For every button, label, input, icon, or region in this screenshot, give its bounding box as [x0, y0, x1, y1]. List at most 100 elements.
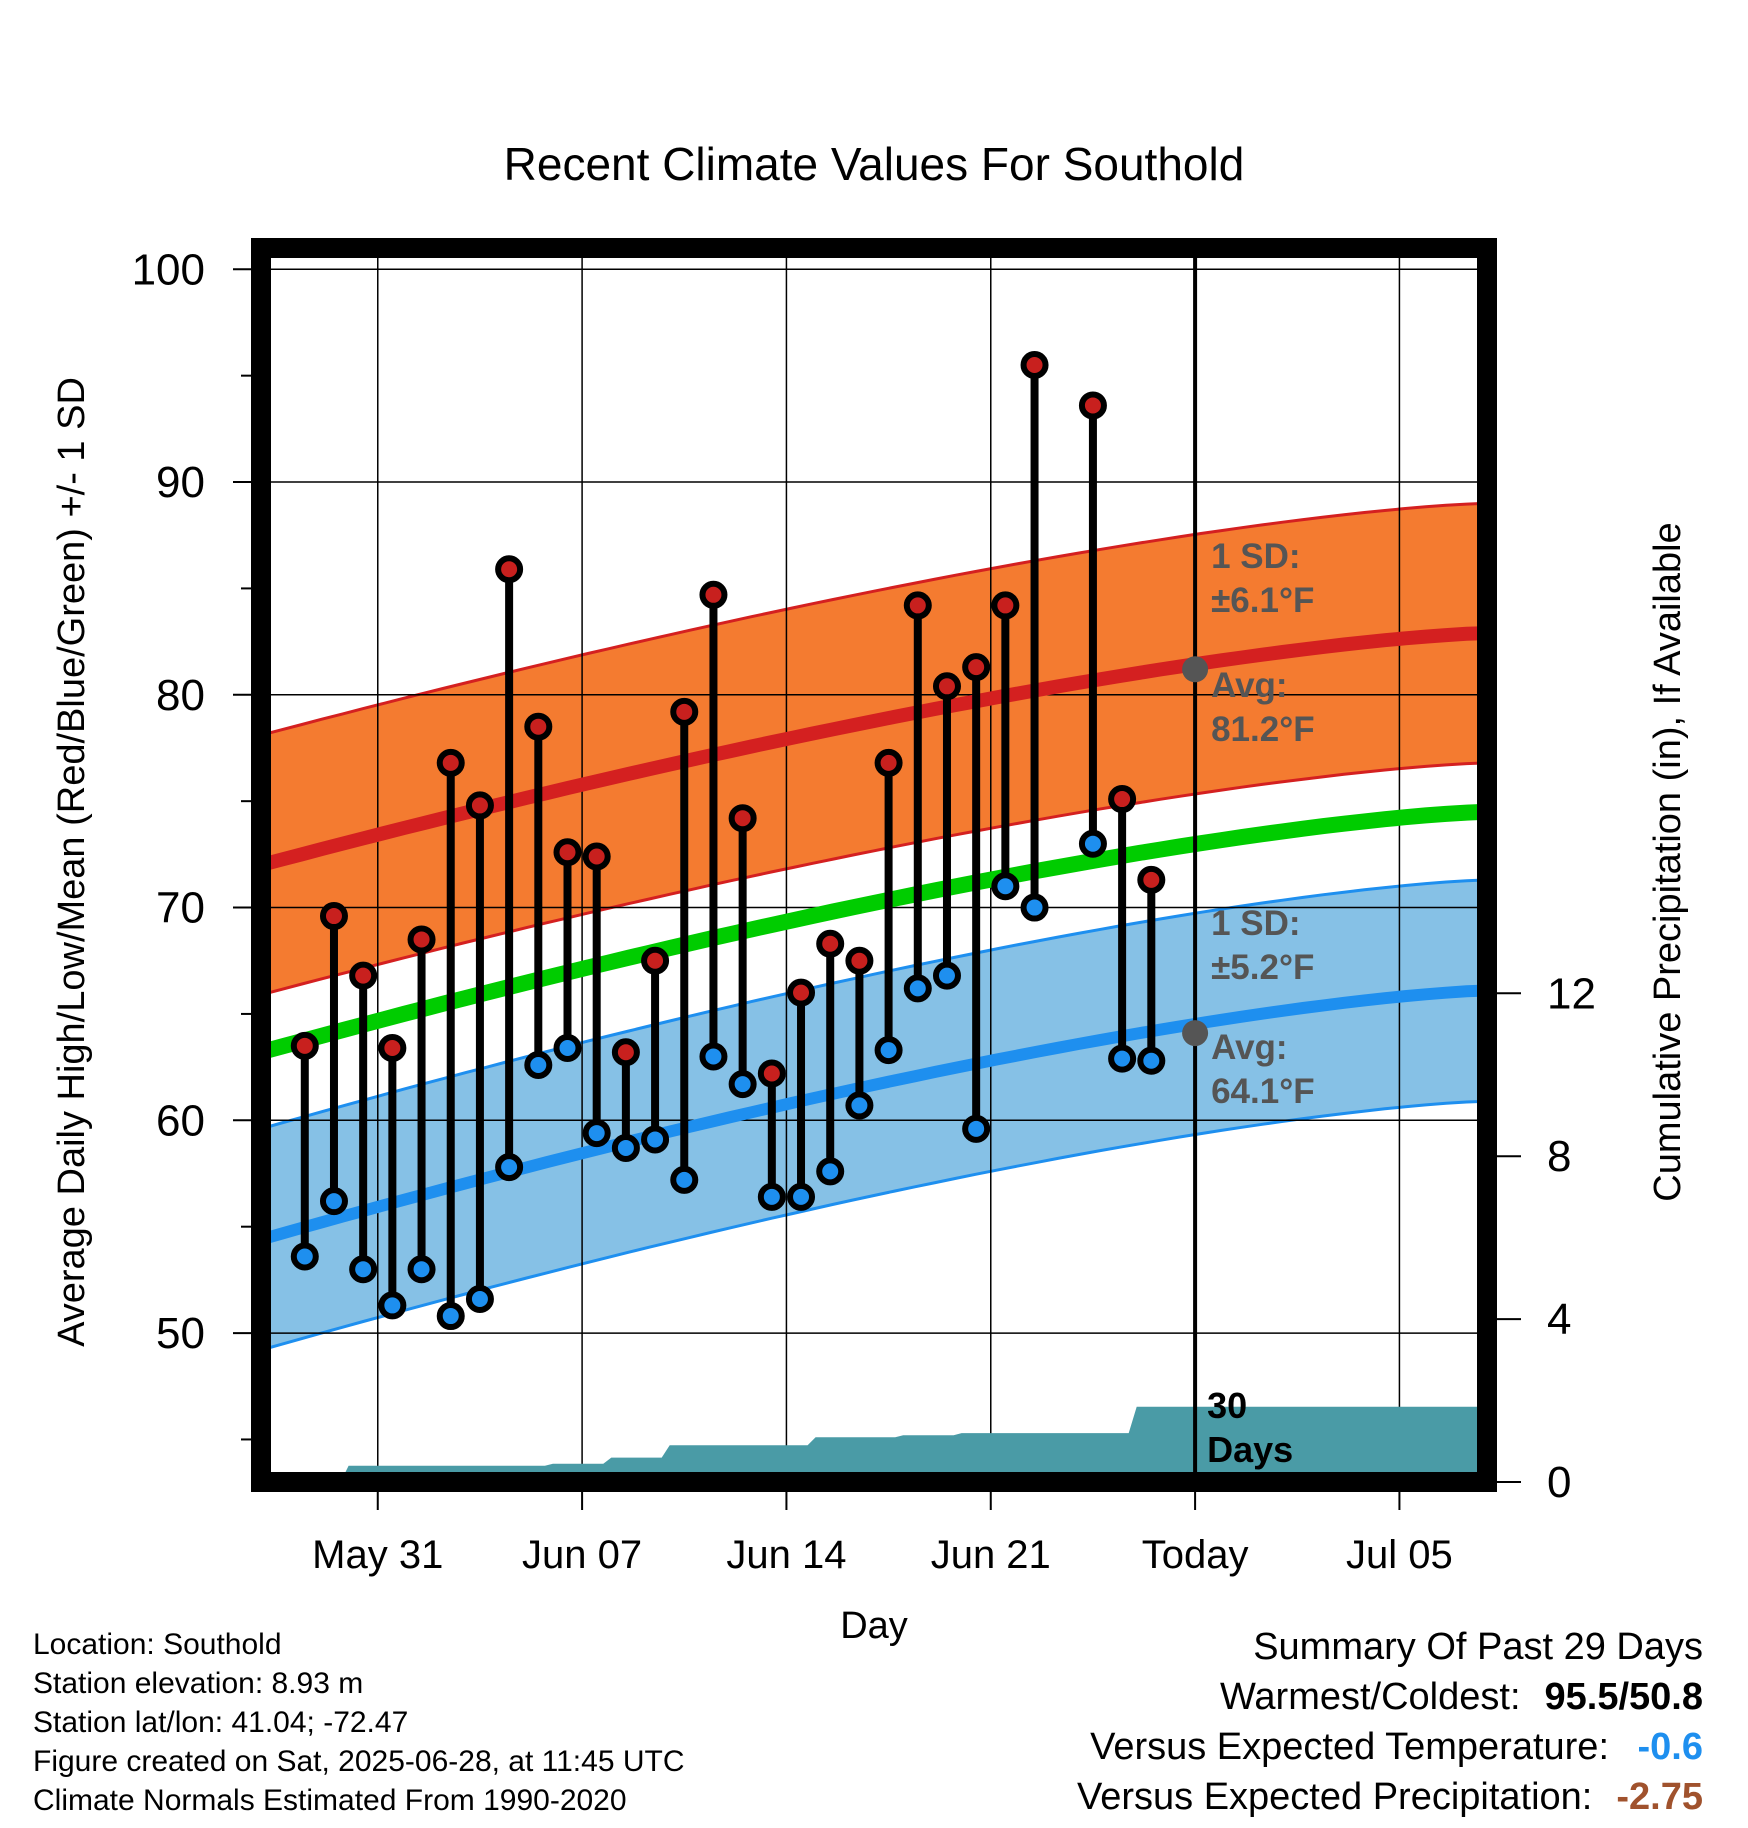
y2-axis-label: Cumulative Precipitation (in), If Availa… — [1647, 522, 1689, 1201]
daily-low-point — [757, 1182, 786, 1211]
summary-title: Summary Of Past 29 Days — [1253, 1626, 1703, 1668]
temp-value: -0.6 — [1637, 1726, 1703, 1768]
daily-high-point — [757, 1059, 786, 1088]
daily-low-point — [962, 1114, 991, 1143]
days-count-label: 30 — [1207, 1385, 1247, 1426]
daily-low-point — [699, 1042, 728, 1071]
y-tick-label: 70 — [156, 884, 205, 933]
daily-low-point — [290, 1242, 319, 1271]
daily-low-point — [378, 1291, 407, 1320]
high-sd-band-lower-edge — [261, 761, 1487, 997]
daily-low-point — [641, 1125, 670, 1154]
daily-low-point — [349, 1255, 378, 1284]
daily-low-point — [1078, 829, 1107, 858]
x-tick-label: Jun 14 — [726, 1533, 846, 1577]
high-sd-value: ±6.1°F — [1211, 581, 1314, 620]
daily-high-point — [699, 580, 728, 609]
precip-value: -2.75 — [1616, 1776, 1703, 1818]
daily-high-point — [962, 653, 991, 682]
daily-high-point — [582, 842, 611, 871]
high-normal-line — [261, 626, 1487, 872]
daily-high-point — [641, 946, 670, 975]
daily-low-point — [1020, 893, 1049, 922]
daily-low-point — [845, 1091, 874, 1120]
daily-high-point — [553, 838, 582, 867]
y2-tick-label: 0 — [1547, 1458, 1571, 1507]
daily-high-point — [670, 697, 699, 726]
y-tick-label: 80 — [156, 671, 205, 720]
low-sd-band-lower-edge — [261, 1099, 1487, 1352]
daily-low-point — [670, 1165, 699, 1194]
low-avg-label: Avg: — [1211, 1028, 1287, 1067]
daily-low-point — [495, 1153, 524, 1182]
daily-high-point — [874, 748, 903, 777]
normals-text: Climate Normals Estimated From 1990-2020 — [33, 1784, 627, 1817]
daily-high-point — [378, 1033, 407, 1062]
today-avg-low-marker — [1182, 1020, 1209, 1047]
temp-label: Versus Expected Temperature: — [1090, 1726, 1609, 1768]
daily-high-point — [932, 672, 961, 701]
daily-low-point — [582, 1119, 611, 1148]
warmest-value: 95.5/50.8 — [1544, 1676, 1703, 1718]
high-sd-label: 1 SD: — [1211, 537, 1300, 576]
daily-low-point — [611, 1133, 640, 1162]
y2-tick-label: 4 — [1547, 1295, 1571, 1344]
daily-low-point — [903, 974, 932, 1003]
y-tick-label: 60 — [156, 1096, 205, 1145]
x-tick-label: Jun 07 — [522, 1533, 642, 1577]
daily-low-point — [991, 872, 1020, 901]
low-avg-value: 64.1°F — [1211, 1072, 1315, 1111]
daily-low-point — [436, 1302, 465, 1331]
daily-low-point — [874, 1036, 903, 1065]
y2-tick-label: 8 — [1547, 1132, 1571, 1181]
warmest-label: Warmest/Coldest: — [1219, 1676, 1521, 1718]
y-axis-label: Average Daily High/Low/Mean (Red/Blue/Gr… — [51, 377, 93, 1347]
low-sd-band — [261, 879, 1487, 1351]
elevation-text: Station elevation: 8.93 m — [33, 1667, 364, 1700]
daily-high-point — [407, 925, 436, 954]
daily-high-point — [1108, 785, 1137, 814]
daily-high-point — [991, 591, 1020, 620]
chart-title: Recent Climate Values For Southold — [504, 138, 1245, 190]
y-tick-label: 50 — [156, 1309, 205, 1358]
today-avg-high-marker — [1182, 656, 1209, 683]
daily-low-point — [465, 1285, 494, 1314]
summary-panel: Summary Of Past 29 Days Warmest/Coldest:… — [1077, 1622, 1703, 1822]
daily-low-point — [319, 1187, 348, 1216]
low-normal-line — [261, 984, 1487, 1246]
low-sd-band-upper-edge — [261, 878, 1487, 1131]
precip-area — [319, 1406, 1487, 1482]
y-tick-label: 100 — [132, 245, 205, 294]
location-text: Location: Southold — [33, 1628, 282, 1661]
daily-high-point — [903, 591, 932, 620]
daily-low-point — [407, 1255, 436, 1284]
daily-high-point — [1020, 351, 1049, 380]
summary-precip-row: Versus Expected Precipitation: -2.75 — [1077, 1772, 1703, 1822]
y-tick-label: 90 — [156, 458, 205, 507]
summary-warmest-row: Warmest/Coldest: 95.5/50.8 — [1077, 1672, 1703, 1722]
daily-low-point — [816, 1157, 845, 1186]
x-tick-label: Jul 05 — [1346, 1533, 1453, 1577]
daily-low-point — [787, 1182, 816, 1211]
daily-low-point — [1137, 1046, 1166, 1075]
high-avg-label: Avg: — [1211, 666, 1287, 705]
daily-high-point — [436, 748, 465, 777]
daily-low-point — [524, 1050, 553, 1079]
daily-high-point — [524, 712, 553, 741]
station-info: Location: Southold Station elevation: 8.… — [33, 1625, 685, 1820]
created-text: Figure created on Sat, 2025-06-28, at 11… — [33, 1745, 685, 1778]
summary-temp-row: Versus Expected Temperature: -0.6 — [1077, 1722, 1703, 1772]
y2-tick-label: 12 — [1547, 969, 1596, 1018]
daily-high-point — [611, 1038, 640, 1067]
daily-low-point — [932, 961, 961, 990]
daily-low-point — [1108, 1044, 1137, 1073]
x-tick-label: Today — [1142, 1533, 1249, 1577]
high-avg-value: 81.2°F — [1211, 710, 1315, 749]
low-sd-value: ±5.2°F — [1211, 948, 1314, 987]
daily-low-point — [728, 1070, 757, 1099]
daily-high-point — [787, 978, 816, 1007]
daily-low-point — [553, 1033, 582, 1062]
low-sd-label: 1 SD: — [1211, 904, 1300, 943]
daily-high-point — [1078, 391, 1107, 420]
